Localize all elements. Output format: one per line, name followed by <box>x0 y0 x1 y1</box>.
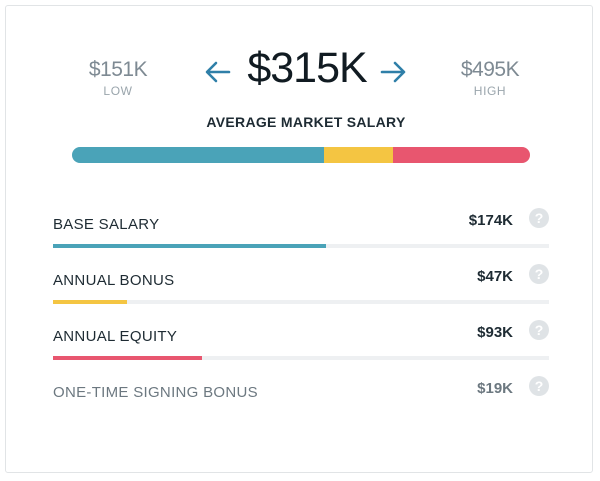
component-value: $19K <box>477 380 513 397</box>
help-icon[interactable]: ? <box>529 264 549 284</box>
high-salary-label: HIGH <box>473 84 507 98</box>
component-value: $174K <box>468 212 513 229</box>
component-progress-fill <box>53 356 202 360</box>
help-icon[interactable]: ? <box>529 320 549 340</box>
component-row-annual-equity: ANNUAL EQUITY $93K ? <box>53 314 549 366</box>
average-salary-value: $315K <box>247 44 367 92</box>
salary-range-low: $151K LOW <box>78 58 158 98</box>
component-row-base-salary: BASE SALARY $174K ? <box>53 202 549 254</box>
component-progress-track <box>53 300 549 304</box>
component-row-signing-bonus: ONE-TIME SIGNING BONUS $19K ? <box>53 370 549 422</box>
salary-breakdown-bar <box>72 147 530 163</box>
component-progress-track <box>53 356 549 360</box>
next-arrow-icon[interactable] <box>378 58 408 86</box>
component-label: ONE-TIME SIGNING BONUS <box>53 384 258 401</box>
average-salary-label: AVERAGE MARKET SALARY <box>206 114 406 130</box>
component-progress-fill <box>53 300 128 304</box>
component-value: $93K <box>477 324 513 341</box>
component-value: $47K <box>477 268 513 285</box>
help-icon[interactable]: ? <box>529 208 549 228</box>
high-salary-value: $495K <box>460 58 520 81</box>
component-progress-fill <box>53 244 326 248</box>
base-salary-segment <box>72 147 324 163</box>
salary-range-high: $495K HIGH <box>450 58 530 98</box>
low-salary-value: $151K <box>88 58 148 81</box>
low-salary-label: LOW <box>103 84 133 98</box>
annual-bonus-segment <box>323 147 393 163</box>
prev-arrow-icon[interactable] <box>203 58 233 86</box>
component-label: ANNUAL BONUS <box>53 272 175 289</box>
component-row-annual-bonus: ANNUAL BONUS $47K ? <box>53 258 549 310</box>
component-progress-track <box>53 244 549 248</box>
component-label: BASE SALARY <box>53 216 160 233</box>
annual-equity-segment <box>392 147 530 163</box>
salary-card: $151K LOW $315K $495K HIGH AVERAGE MARKE… <box>5 5 593 473</box>
help-icon[interactable]: ? <box>529 376 549 396</box>
component-label: ANNUAL EQUITY <box>53 328 178 345</box>
